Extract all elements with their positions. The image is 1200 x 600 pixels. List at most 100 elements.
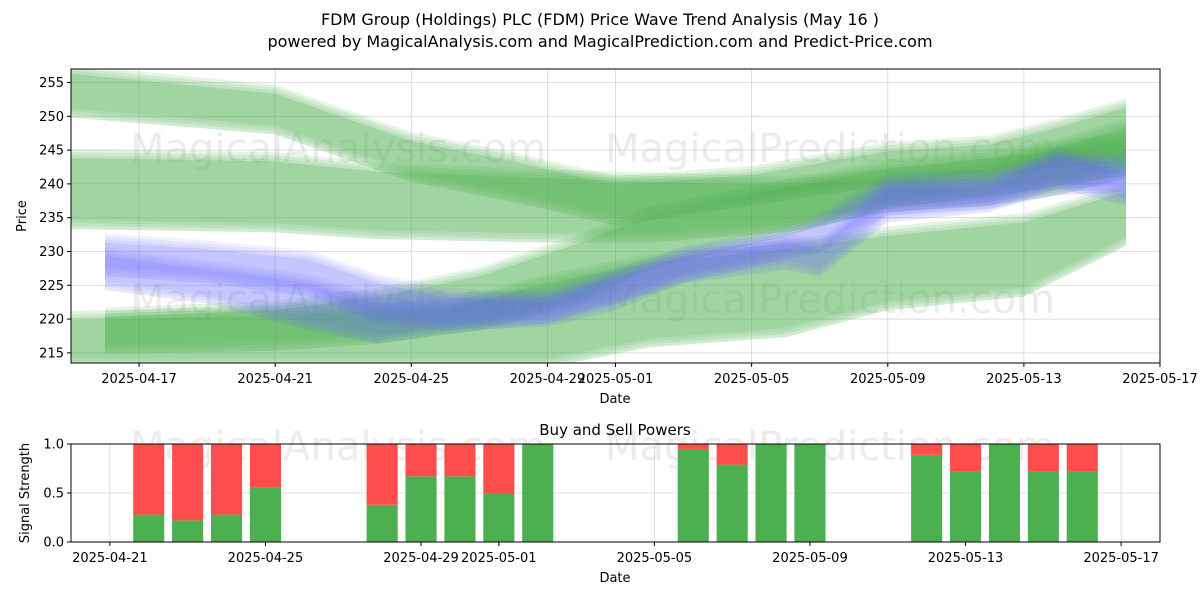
top-y-tick-label: 255 [39, 76, 64, 91]
green-wave-lower-layer [71, 185, 1126, 362]
top-y-axis-label: Price [15, 200, 30, 232]
green-wave-upper-layer [71, 69, 1126, 217]
top-y-tick-label: 230 [39, 245, 64, 260]
watermark-top-right: MagicalPrediction.com [605, 126, 1055, 172]
wave-bands [71, 69, 1126, 363]
green-wave-mid-layer [71, 124, 1126, 240]
green-wave-upper-layer [71, 73, 1126, 226]
buy-bar [677, 449, 709, 542]
green-wave-lower-layer [71, 191, 1126, 363]
top-y-tick-label: 245 [39, 144, 64, 159]
buy-bar [1027, 471, 1059, 542]
blue-wave-1-layer [105, 145, 1126, 322]
top-grid [71, 69, 1161, 363]
green-wave-mid-layer [71, 127, 1126, 243]
blue-wave-2-layer [105, 161, 1126, 344]
watermark-top-left: MagicalAnalysis.com [130, 126, 546, 172]
buy-bar [755, 444, 787, 542]
chart-title-line2: powered by MagicalAnalysis.com and Magic… [267, 32, 932, 51]
bottom-chart-title: Buy and Sell Powers [539, 421, 691, 439]
top-x-tick-label: 2025-05-01 [578, 372, 654, 387]
bottom-x-tick-label: 2025-05-09 [772, 551, 848, 566]
green-wave-rising-layer [105, 135, 1126, 348]
top-x-tick-label: 2025-04-17 [101, 372, 177, 387]
price-wave-chart: MagicalAnalysis.com MagicalPrediction.co… [15, 68, 1198, 407]
bottom-x-axis-label: Date [599, 571, 630, 586]
sell-bar [1066, 444, 1098, 472]
watermark-mid-right: MagicalPrediction.com [605, 277, 1055, 323]
sell-bar [483, 444, 515, 493]
bottom-x-tick-label: 2025-05-17 [1083, 551, 1159, 566]
green-wave-mid-layer [71, 118, 1126, 234]
buy-bar [483, 493, 515, 542]
green-wave-rising-layer [105, 141, 1126, 354]
sell-bar [172, 444, 204, 521]
green-wave-upper-layer [71, 70, 1126, 223]
top-x-tick-label: 2025-05-13 [986, 372, 1062, 387]
blue-wave-2-layer [105, 155, 1126, 338]
buy-bar [444, 476, 476, 542]
sell-bar [950, 444, 982, 472]
sell-bar [133, 444, 165, 515]
top-x-tick-label: 2025-04-29 [510, 372, 586, 387]
watermark-mid-left: MagicalAnalysis.com [130, 277, 546, 323]
blue-wave-2-layer [105, 152, 1126, 335]
sell-bar [366, 444, 398, 505]
buy-bar [522, 444, 554, 542]
buy-bar [366, 504, 398, 542]
sell-bar [1027, 444, 1059, 472]
buy-sell-chart: MagicalAnalysis.com MagicalPrediction.co… [18, 421, 1161, 586]
buy-bar [911, 454, 943, 542]
top-y-tick-label: 215 [39, 346, 64, 361]
top-x-tick-label: 2025-04-25 [374, 372, 450, 387]
green-wave-rising-layer [105, 132, 1126, 345]
bottom-axis-ticks: 2025-04-21 2025-04-25 2025-04-29 2025-05-01… [43, 438, 1159, 567]
buy-bar [716, 464, 748, 542]
wave-bands-clipped [71, 69, 1126, 363]
sell-bar [716, 444, 748, 465]
green-wave-rising-layer [105, 138, 1126, 351]
top-x-tick-label: 2025-05-17 [1122, 372, 1198, 387]
green-wave-upper-layer [71, 69, 1126, 220]
buy-sell-bars [133, 444, 1098, 542]
green-wave-mid-layer [71, 121, 1126, 237]
buy-bar [211, 514, 243, 542]
buy-bar [249, 487, 281, 542]
blue-wave-1-layer [105, 148, 1126, 325]
bottom-y-tick-label: 0.0 [43, 536, 64, 551]
bottom-y-tick-label: 0.5 [43, 487, 64, 502]
sell-bar [211, 444, 243, 515]
top-x-tick-label: 2025-05-05 [714, 372, 790, 387]
sell-bar [911, 444, 943, 455]
top-y-tick-label: 250 [39, 110, 64, 125]
green-wave-lower-layer [71, 182, 1126, 359]
sell-bar [249, 444, 281, 488]
bottom-x-tick-label: 2025-04-21 [72, 551, 148, 566]
buy-bar [988, 444, 1020, 542]
top-x-axis-label: Date [599, 392, 630, 407]
blue-wave-2-layer [105, 158, 1126, 341]
sell-bar [405, 444, 437, 477]
bottom-y-tick-label: 1.0 [43, 438, 64, 453]
buy-bar [133, 514, 165, 542]
buy-bar [405, 476, 437, 542]
buy-bar [794, 444, 826, 542]
bottom-x-tick-label: 2025-04-25 [228, 551, 304, 566]
chart-title-line1: FDM Group (Holdings) PLC (FDM) Price Wav… [321, 10, 879, 29]
top-y-tick-label: 225 [39, 279, 64, 294]
blue-wave-1-layer [105, 154, 1126, 331]
blue-wave-1-layer [105, 151, 1126, 328]
green-wave-lower-layer [71, 188, 1126, 363]
top-x-tick-label: 2025-04-21 [237, 372, 313, 387]
buy-bar [950, 471, 982, 542]
bottom-y-axis-label: Signal Strength [18, 443, 33, 543]
top-y-tick-label: 235 [39, 211, 64, 226]
buy-bar [1066, 471, 1098, 542]
sell-bar [444, 444, 476, 477]
top-y-tick-label: 220 [39, 313, 64, 328]
top-axis-ticks: 2025-04-17 2025-04-21 2025-04-25 2025-04-29… [39, 76, 1198, 387]
top-y-tick-label: 240 [39, 177, 64, 192]
sell-bar [677, 444, 709, 450]
top-x-tick-label: 2025-05-09 [850, 372, 926, 387]
